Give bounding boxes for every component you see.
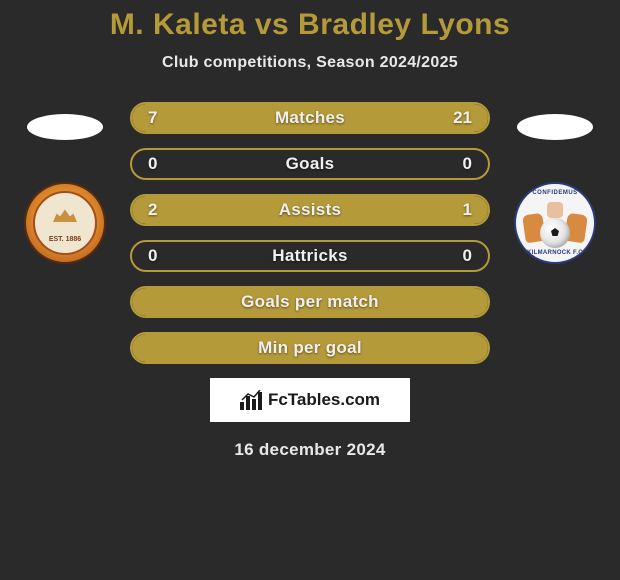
stat-bars: 7 Matches 21 0 Goals 0 2 Assists 1 0 Hattricks 0 Goa…: [130, 102, 490, 364]
infographic-root: M. Kaleta vs Bradley Lyons Club competit…: [0, 0, 620, 580]
branding-badge: FcTables.com: [210, 378, 410, 422]
stat-value-left: 0: [148, 154, 157, 174]
stat-value-left: 7: [148, 108, 157, 128]
left-player-column: EST. 1886: [0, 102, 130, 264]
stat-value-right: 0: [463, 154, 472, 174]
stat-value-right: 1: [463, 200, 472, 220]
stat-bar: Min per goal: [130, 332, 490, 364]
left-flag-icon: [25, 112, 105, 142]
stat-bar: Goals per match: [130, 286, 490, 318]
right-flag-icon: [515, 112, 595, 142]
stat-label: Goals per match: [241, 292, 379, 312]
stat-label: Min per goal: [258, 338, 362, 358]
stat-value-left: 0: [148, 246, 157, 266]
comparison-subtitle: Club competitions, Season 2024/2025: [162, 54, 458, 72]
right-player-column: CONFIDEMUS KILMARNOCK F.C: [490, 102, 620, 264]
right-crest-icon: CONFIDEMUS KILMARNOCK F.C: [514, 182, 596, 264]
comparison-title: M. Kaleta vs Bradley Lyons: [110, 8, 510, 42]
stat-bar: 0 Goals 0: [130, 148, 490, 180]
stat-value-right: 21: [453, 108, 472, 128]
stat-value-left: 2: [148, 200, 157, 220]
branding-text: FcTables.com: [268, 390, 380, 410]
stat-label: Assists: [279, 200, 342, 220]
infographic-date: 16 december 2024: [234, 440, 385, 460]
stat-label: Hattricks: [272, 246, 347, 266]
stat-bar: 2 Assists 1: [130, 194, 490, 226]
stat-value-right: 0: [463, 246, 472, 266]
left-crest-icon: EST. 1886: [24, 182, 106, 264]
stat-label: Matches: [275, 108, 345, 128]
fctables-logo-icon: [240, 390, 262, 410]
stats-area: EST. 1886 7 Matches 21 0 Goals 0 2 Assists 1 0 Hat…: [0, 102, 620, 364]
stat-label: Goals: [286, 154, 335, 174]
stat-bar: 0 Hattricks 0: [130, 240, 490, 272]
stat-bar: 7 Matches 21: [130, 102, 490, 134]
